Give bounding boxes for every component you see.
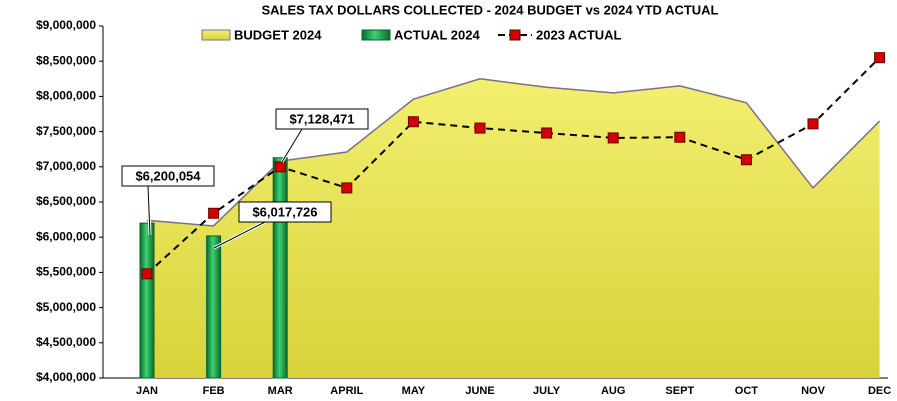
marker [141, 268, 153, 280]
marker [874, 52, 886, 64]
x-tick-label: MAY [402, 385, 426, 397]
legend-swatch [509, 29, 521, 41]
bar [139, 222, 155, 379]
marker [274, 161, 286, 173]
legend-label: ACTUAL 2024 [394, 27, 481, 42]
y-tick-label: $8,500,000 [36, 53, 96, 67]
y-tick-label: $7,500,000 [36, 124, 96, 138]
budget-area [147, 78, 880, 379]
line-2023 [146, 56, 881, 275]
budget-edge [146, 78, 881, 227]
marker [208, 207, 220, 219]
chart-title: SALES TAX DOLLARS COLLECTED - 2024 BUDGE… [262, 2, 719, 17]
marker [407, 116, 419, 128]
marker [541, 127, 553, 139]
callout-box [238, 201, 332, 223]
legend-label: BUDGET 2024 [234, 27, 322, 42]
x-tick-label: SEPT [665, 385, 694, 397]
x-tick-label: AUG [601, 385, 625, 397]
x-tick-label: MAR [268, 385, 293, 397]
y-tick-label: $8,000,000 [36, 89, 96, 103]
x-tick-label: OCT [735, 385, 759, 397]
bar [272, 157, 288, 379]
callout-leader [147, 185, 151, 236]
legend-swatch [201, 29, 231, 41]
marker [474, 122, 486, 134]
x-tick-label: JUNE [465, 385, 494, 397]
callout-box [121, 165, 215, 187]
marker [341, 182, 353, 194]
callout-box [275, 108, 369, 130]
y-tick-label: $5,500,000 [36, 265, 96, 279]
x-tick-label: NOV [801, 385, 826, 397]
marker [674, 131, 686, 143]
y-tick-label: $4,500,000 [36, 335, 96, 349]
callout-leader [281, 128, 303, 163]
callout-leader [213, 221, 266, 249]
y-tick-label: $9,000,000 [36, 18, 96, 32]
marker [740, 154, 752, 166]
x-tick-label: JULY [533, 385, 561, 397]
y-tick-label: $6,000,000 [36, 229, 96, 243]
y-tick-label: $4,000,000 [36, 370, 96, 384]
x-tick-label: DEC [868, 385, 891, 397]
x-tick-label: JAN [136, 385, 158, 397]
value-label: $6,200,054 [135, 168, 201, 183]
x-tick-label: APRIL [330, 385, 363, 397]
y-tick-label: $6,500,000 [36, 194, 96, 208]
x-tick-label: FEB [203, 385, 225, 397]
bar [206, 235, 222, 379]
y-tick-label: $7,000,000 [36, 159, 96, 173]
legend-swatch [361, 29, 391, 41]
value-label: $6,017,726 [252, 204, 317, 219]
marker [807, 118, 819, 130]
y-tick-label: $5,000,000 [36, 300, 96, 314]
value-label: $7,128,471 [289, 111, 354, 126]
marker [607, 132, 619, 144]
legend-label: 2023 ACTUAL [536, 27, 622, 42]
